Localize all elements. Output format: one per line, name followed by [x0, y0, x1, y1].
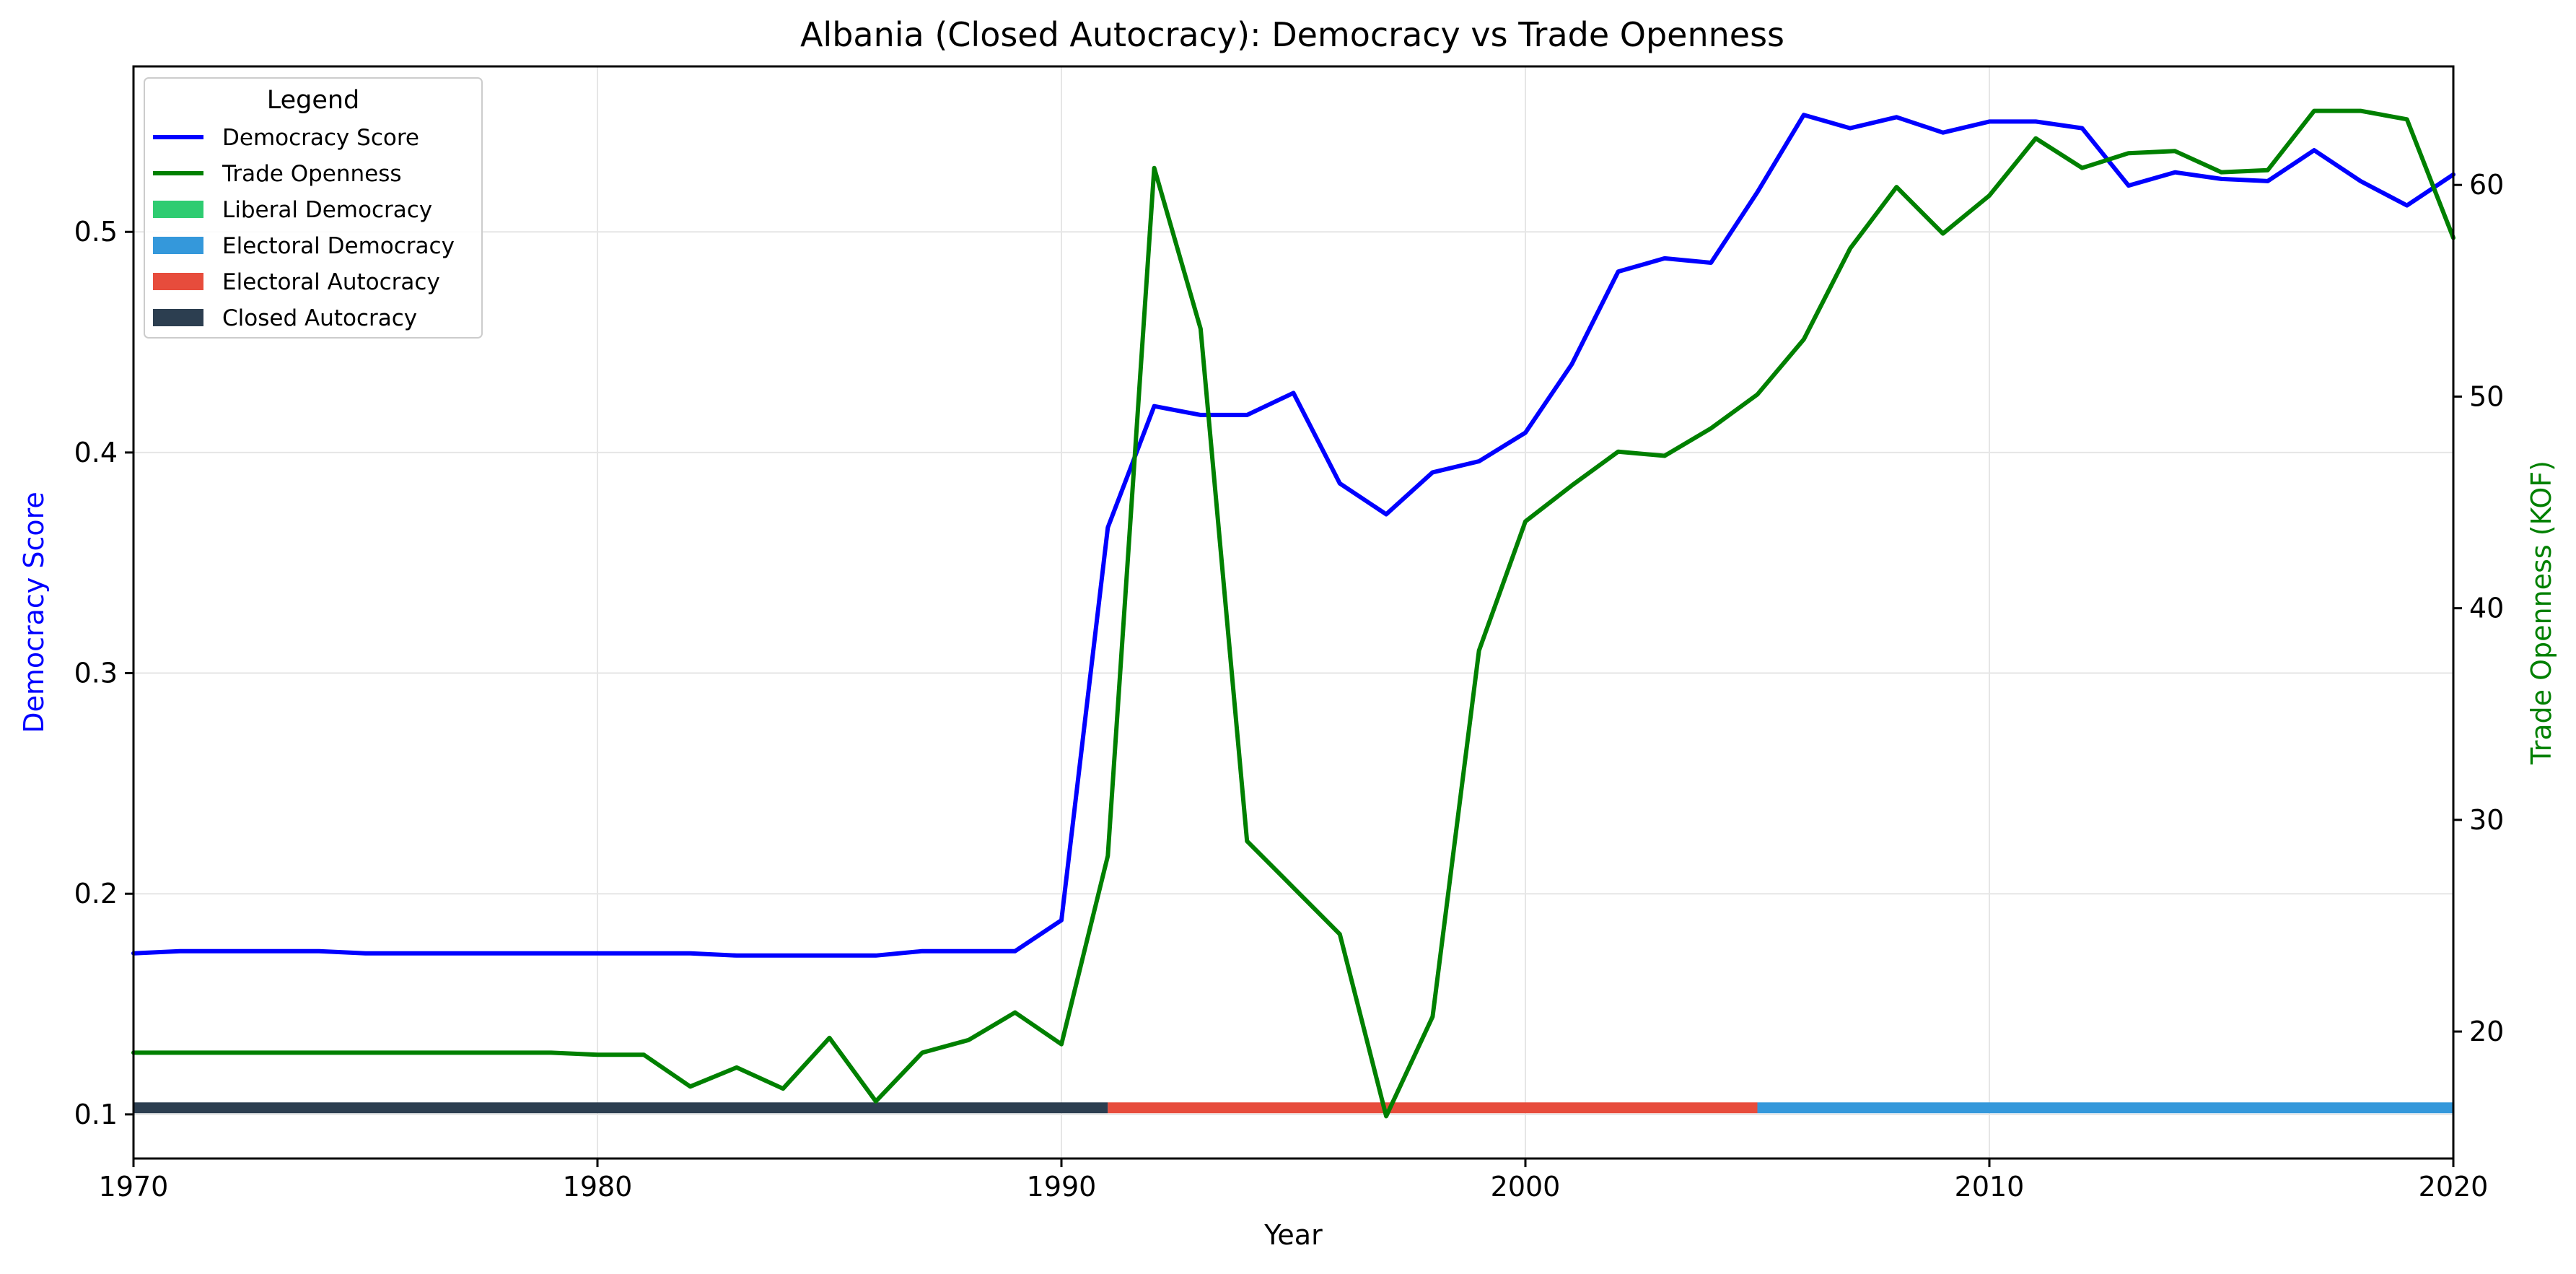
x-tick-label: 1970: [99, 1171, 169, 1203]
x-tick-label: 2000: [1491, 1171, 1561, 1203]
x-tick-label: 1980: [563, 1171, 633, 1203]
legend-entry-label: Democracy Score: [222, 125, 419, 151]
legend: Legend Democracy Score Trade Openness Libe…: [144, 77, 483, 339]
x-tick-label: 1990: [1027, 1171, 1097, 1203]
legend-entry-label: Trade Openness: [222, 161, 402, 187]
plot-frame: [132, 65, 2455, 1160]
legend-entry-label: Liberal Democracy: [222, 197, 432, 223]
legend-entry-label: Electoral Autocracy: [222, 269, 440, 295]
legend-box: [144, 77, 483, 339]
series-line: [131, 113, 2455, 958]
y-right-tick-label: 30: [2469, 804, 2504, 836]
y-right-tick-label: 20: [2469, 1016, 2504, 1047]
y-left-tick-label: 0.4: [74, 437, 118, 468]
x-axis-label: Year: [1263, 1219, 1323, 1251]
y-axis-label-right: Trade Openness (KOF): [2525, 461, 2557, 765]
y-left-tick-label: 0.5: [74, 216, 118, 248]
y-right-tick-label: 50: [2469, 380, 2504, 412]
legend-title: Legend: [267, 86, 360, 115]
grid: [133, 66, 2454, 1159]
series: [131, 108, 2455, 1119]
x-tick-label: 2020: [2419, 1171, 2489, 1203]
chart-title: Albania (Closed Autocracy): Democracy vs…: [800, 15, 1784, 54]
legend-patch-swatch: [153, 237, 203, 254]
legend-patch-swatch: [153, 309, 203, 326]
y-left-tick-label: 0.3: [74, 658, 118, 689]
y-left-tick-label: 0.2: [74, 878, 118, 909]
legend-patch-swatch: [153, 201, 203, 218]
legend-patch-swatch: [153, 273, 203, 290]
y-left-tick-label: 0.1: [74, 1099, 118, 1130]
series-line: [131, 108, 2455, 1119]
x-tick-label: 2010: [1955, 1171, 2025, 1203]
y-right-tick-label: 60: [2469, 169, 2504, 201]
ticks: 1970 1980 1990 2000 2010 2020 0.1 0.2 0.3 0.4 0.5 2…: [74, 169, 2505, 1203]
y-axis-label-left: Democracy Score: [18, 492, 50, 733]
legend-entry-label: Electoral Democracy: [222, 233, 455, 259]
y-right-tick-label: 40: [2469, 593, 2504, 624]
legend-entry-label: Closed Autocracy: [222, 305, 417, 331]
